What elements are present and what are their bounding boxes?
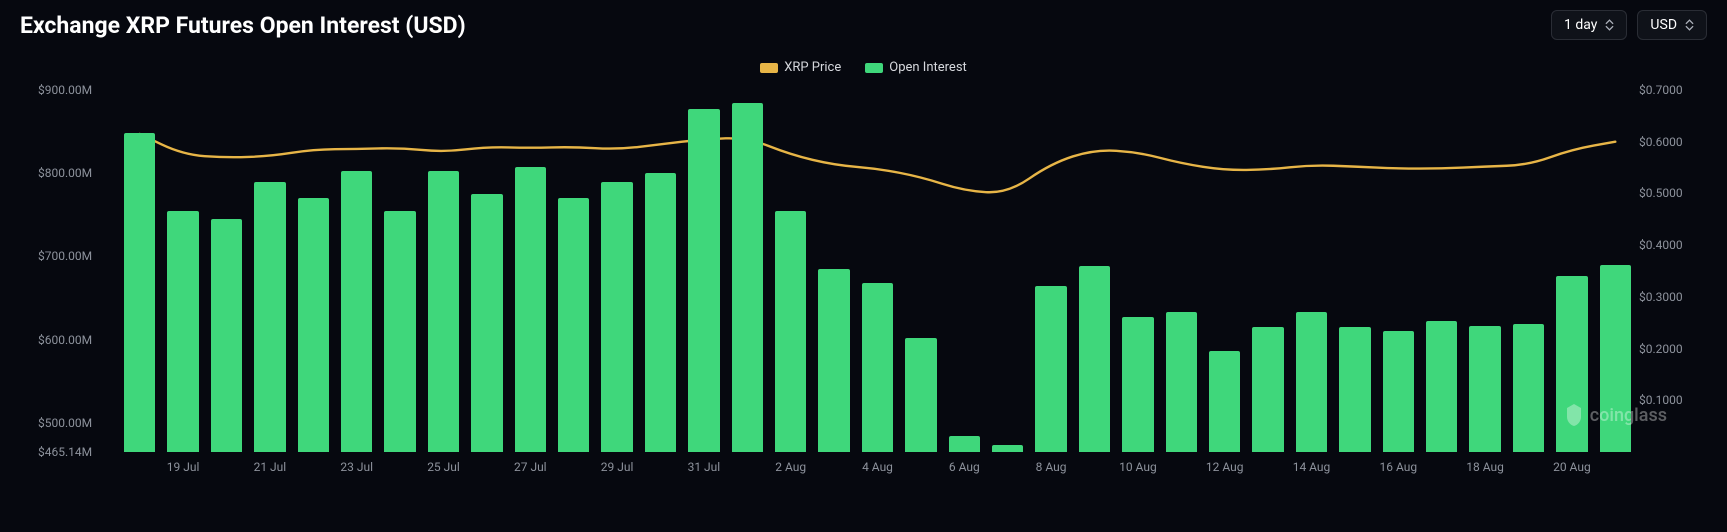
oi-bar[interactable] — [1252, 327, 1283, 452]
oi-bar[interactable] — [1035, 286, 1066, 452]
y-left-tick: $500.00M — [38, 416, 108, 430]
x-tick: 6 Aug — [949, 460, 980, 474]
oi-bar[interactable] — [601, 182, 632, 452]
oi-bar[interactable] — [1296, 312, 1327, 452]
chart-area: coinglass $900.00M$800.00M$700.00M$600.0… — [0, 80, 1727, 532]
oi-bar[interactable] — [558, 198, 589, 452]
chevron-updown-icon — [1605, 19, 1614, 31]
oi-bar[interactable] — [1383, 331, 1414, 452]
oi-bar[interactable] — [992, 445, 1023, 452]
y-left-tick: $700.00M — [38, 249, 108, 263]
legend: XRP Price Open Interest — [0, 60, 1727, 75]
x-tick: 27 Jul — [514, 460, 547, 474]
oi-bar[interactable] — [1079, 266, 1110, 452]
x-tick: 8 Aug — [1036, 460, 1067, 474]
x-tick: 2 Aug — [775, 460, 806, 474]
page-title: Exchange XRP Futures Open Interest (USD) — [20, 12, 466, 39]
x-tick: 29 Jul — [601, 460, 634, 474]
oi-bar[interactable] — [1556, 276, 1587, 452]
legend-swatch-oi — [865, 63, 883, 73]
x-tick: 21 Jul — [254, 460, 287, 474]
oi-bar[interactable] — [645, 173, 676, 452]
x-tick: 20 Aug — [1553, 460, 1591, 474]
y-right-tick: $0.4000 — [1639, 238, 1709, 252]
oi-bar[interactable] — [1122, 317, 1153, 452]
y-right-tick: $0.3000 — [1639, 290, 1709, 304]
currency-dropdown[interactable]: USD — [1637, 10, 1707, 40]
currency-label: USD — [1650, 17, 1677, 33]
x-tick: 31 Jul — [688, 460, 721, 474]
timeframe-dropdown[interactable]: 1 day — [1551, 10, 1627, 40]
oi-bar[interactable] — [1513, 324, 1544, 452]
chevron-updown-icon — [1685, 19, 1694, 31]
x-tick: 12 Aug — [1206, 460, 1244, 474]
oi-bar[interactable] — [167, 211, 198, 452]
oi-bar[interactable] — [428, 171, 459, 452]
legend-label-price: XRP Price — [784, 60, 841, 75]
y-right-tick: $0.7000 — [1639, 83, 1709, 97]
oi-bar[interactable] — [1426, 321, 1457, 452]
y-right-tick: $0.1000 — [1639, 393, 1709, 407]
plot — [118, 90, 1637, 452]
oi-bar[interactable] — [298, 198, 329, 452]
oi-bar[interactable] — [124, 133, 155, 452]
oi-bar[interactable] — [254, 182, 285, 452]
y-left-tick: $600.00M — [38, 333, 108, 347]
oi-bar[interactable] — [515, 167, 546, 452]
oi-bar[interactable] — [1209, 351, 1240, 452]
y-left-tick: $465.14M — [38, 445, 108, 459]
x-tick: 4 Aug — [862, 460, 893, 474]
oi-bar[interactable] — [862, 283, 893, 452]
oi-bar[interactable] — [384, 211, 415, 452]
oi-bar[interactable] — [1469, 326, 1500, 452]
x-tick: 14 Aug — [1293, 460, 1331, 474]
oi-bar[interactable] — [818, 269, 849, 452]
oi-bar[interactable] — [1166, 312, 1197, 452]
oi-bar[interactable] — [949, 436, 980, 452]
timeframe-label: 1 day — [1564, 17, 1597, 33]
legend-label-oi: Open Interest — [889, 60, 967, 75]
oi-bar[interactable] — [471, 194, 502, 452]
oi-bar[interactable] — [775, 211, 806, 452]
controls: 1 day USD — [1551, 10, 1707, 40]
x-tick: 25 Jul — [427, 460, 460, 474]
legend-item-oi[interactable]: Open Interest — [865, 60, 967, 75]
x-tick: 16 Aug — [1380, 460, 1418, 474]
x-tick: 10 Aug — [1119, 460, 1157, 474]
y-left-tick: $800.00M — [38, 166, 108, 180]
oi-bar[interactable] — [1600, 265, 1631, 452]
oi-bar[interactable] — [1339, 327, 1370, 452]
y-right-tick: $0.2000 — [1639, 342, 1709, 356]
x-tick: 19 Jul — [167, 460, 200, 474]
oi-bar[interactable] — [341, 171, 372, 452]
oi-bar[interactable] — [211, 219, 242, 452]
x-tick: 23 Jul — [340, 460, 373, 474]
y-right-tick: $0.5000 — [1639, 186, 1709, 200]
y-left-tick: $900.00M — [38, 83, 108, 97]
x-tick: 18 Aug — [1466, 460, 1504, 474]
oi-bar[interactable] — [732, 103, 763, 452]
y-right-tick: $0.6000 — [1639, 135, 1709, 149]
legend-item-price[interactable]: XRP Price — [760, 60, 841, 75]
oi-bar[interactable] — [688, 109, 719, 452]
legend-swatch-price — [760, 63, 778, 73]
oi-bar[interactable] — [905, 338, 936, 452]
